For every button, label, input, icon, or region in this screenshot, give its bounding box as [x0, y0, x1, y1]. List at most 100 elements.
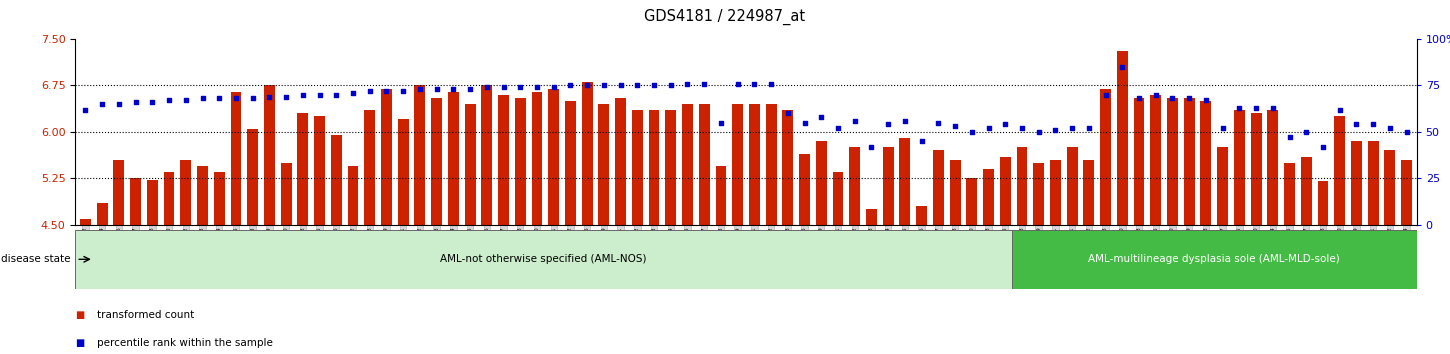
Bar	[1000, 156, 1011, 225]
Point	[1044, 127, 1067, 133]
Bar	[532, 92, 542, 225]
Bar	[1301, 156, 1312, 225]
Text: AML-not otherwise specified (AML-NOS): AML-not otherwise specified (AML-NOS)	[441, 254, 647, 264]
Bar	[1401, 160, 1412, 225]
Point	[809, 114, 832, 120]
Bar	[566, 101, 576, 225]
Point	[358, 88, 381, 94]
Bar	[632, 110, 642, 225]
Bar	[1167, 98, 1177, 225]
Bar	[1067, 147, 1077, 225]
Bar	[1201, 101, 1211, 225]
Bar	[1217, 147, 1228, 225]
Point	[341, 90, 364, 96]
Point	[258, 94, 281, 99]
Bar	[348, 166, 358, 225]
Point	[191, 96, 215, 101]
Bar	[866, 209, 877, 225]
Bar	[732, 104, 742, 225]
Text: ■: ■	[75, 338, 84, 348]
Point	[826, 125, 850, 131]
Point	[325, 92, 348, 97]
Bar	[264, 85, 276, 225]
Point	[1228, 105, 1251, 110]
Point	[960, 129, 983, 135]
Point	[993, 121, 1016, 127]
Point	[509, 84, 532, 90]
Point	[726, 81, 750, 86]
Bar	[146, 180, 158, 225]
Point	[376, 88, 399, 94]
Bar	[180, 160, 191, 225]
Point	[1362, 121, 1385, 127]
Bar	[950, 160, 960, 225]
Bar	[97, 203, 107, 225]
Point	[291, 92, 315, 97]
Point	[492, 84, 515, 90]
Bar	[364, 110, 376, 225]
Point	[458, 86, 481, 92]
Point	[642, 82, 666, 88]
Point	[392, 88, 415, 94]
Bar	[1334, 116, 1346, 225]
Point	[274, 94, 297, 99]
Point	[977, 125, 1000, 131]
Bar	[1285, 163, 1295, 225]
Bar	[1101, 88, 1111, 225]
Point	[1195, 97, 1218, 103]
Point	[1244, 105, 1267, 110]
Point	[1262, 105, 1285, 110]
Point	[141, 99, 164, 105]
Point	[1027, 129, 1050, 135]
Bar	[1134, 98, 1144, 225]
Point	[207, 96, 231, 101]
Text: disease state: disease state	[1, 254, 71, 264]
Point	[1344, 121, 1367, 127]
Bar	[1318, 181, 1328, 225]
Point	[1295, 129, 1318, 135]
Point	[1060, 125, 1083, 131]
Point	[409, 86, 432, 92]
Bar	[331, 135, 342, 225]
Bar	[297, 113, 309, 225]
Bar	[899, 138, 911, 225]
Bar	[966, 178, 977, 225]
Text: transformed count: transformed count	[97, 310, 194, 320]
Point	[1277, 135, 1301, 140]
Bar	[281, 163, 291, 225]
Bar	[231, 92, 241, 225]
Bar	[315, 116, 325, 225]
Point	[1395, 129, 1418, 135]
Bar	[750, 104, 760, 225]
Point	[1328, 107, 1351, 113]
Bar	[932, 150, 944, 225]
Bar	[883, 147, 893, 225]
Point	[558, 82, 581, 88]
Point	[74, 107, 97, 113]
Bar	[699, 104, 709, 225]
Point	[1077, 125, 1101, 131]
Bar	[415, 85, 425, 225]
Point	[1144, 92, 1167, 97]
Point	[860, 144, 883, 149]
Point	[225, 96, 248, 101]
Point	[911, 138, 934, 144]
Bar	[75, 230, 1012, 289]
Point	[1211, 125, 1234, 131]
Point	[1011, 125, 1034, 131]
Point	[742, 81, 766, 86]
Bar	[1012, 230, 1417, 289]
Bar	[1150, 95, 1161, 225]
Point	[241, 96, 264, 101]
Bar	[481, 85, 492, 225]
Point	[626, 82, 650, 88]
Bar	[248, 129, 258, 225]
Point	[525, 84, 548, 90]
Bar	[1050, 160, 1061, 225]
Point	[592, 82, 615, 88]
Bar	[1351, 141, 1362, 225]
Point	[1379, 125, 1402, 131]
Point	[125, 99, 148, 105]
Bar	[816, 141, 826, 225]
Bar	[548, 88, 560, 225]
